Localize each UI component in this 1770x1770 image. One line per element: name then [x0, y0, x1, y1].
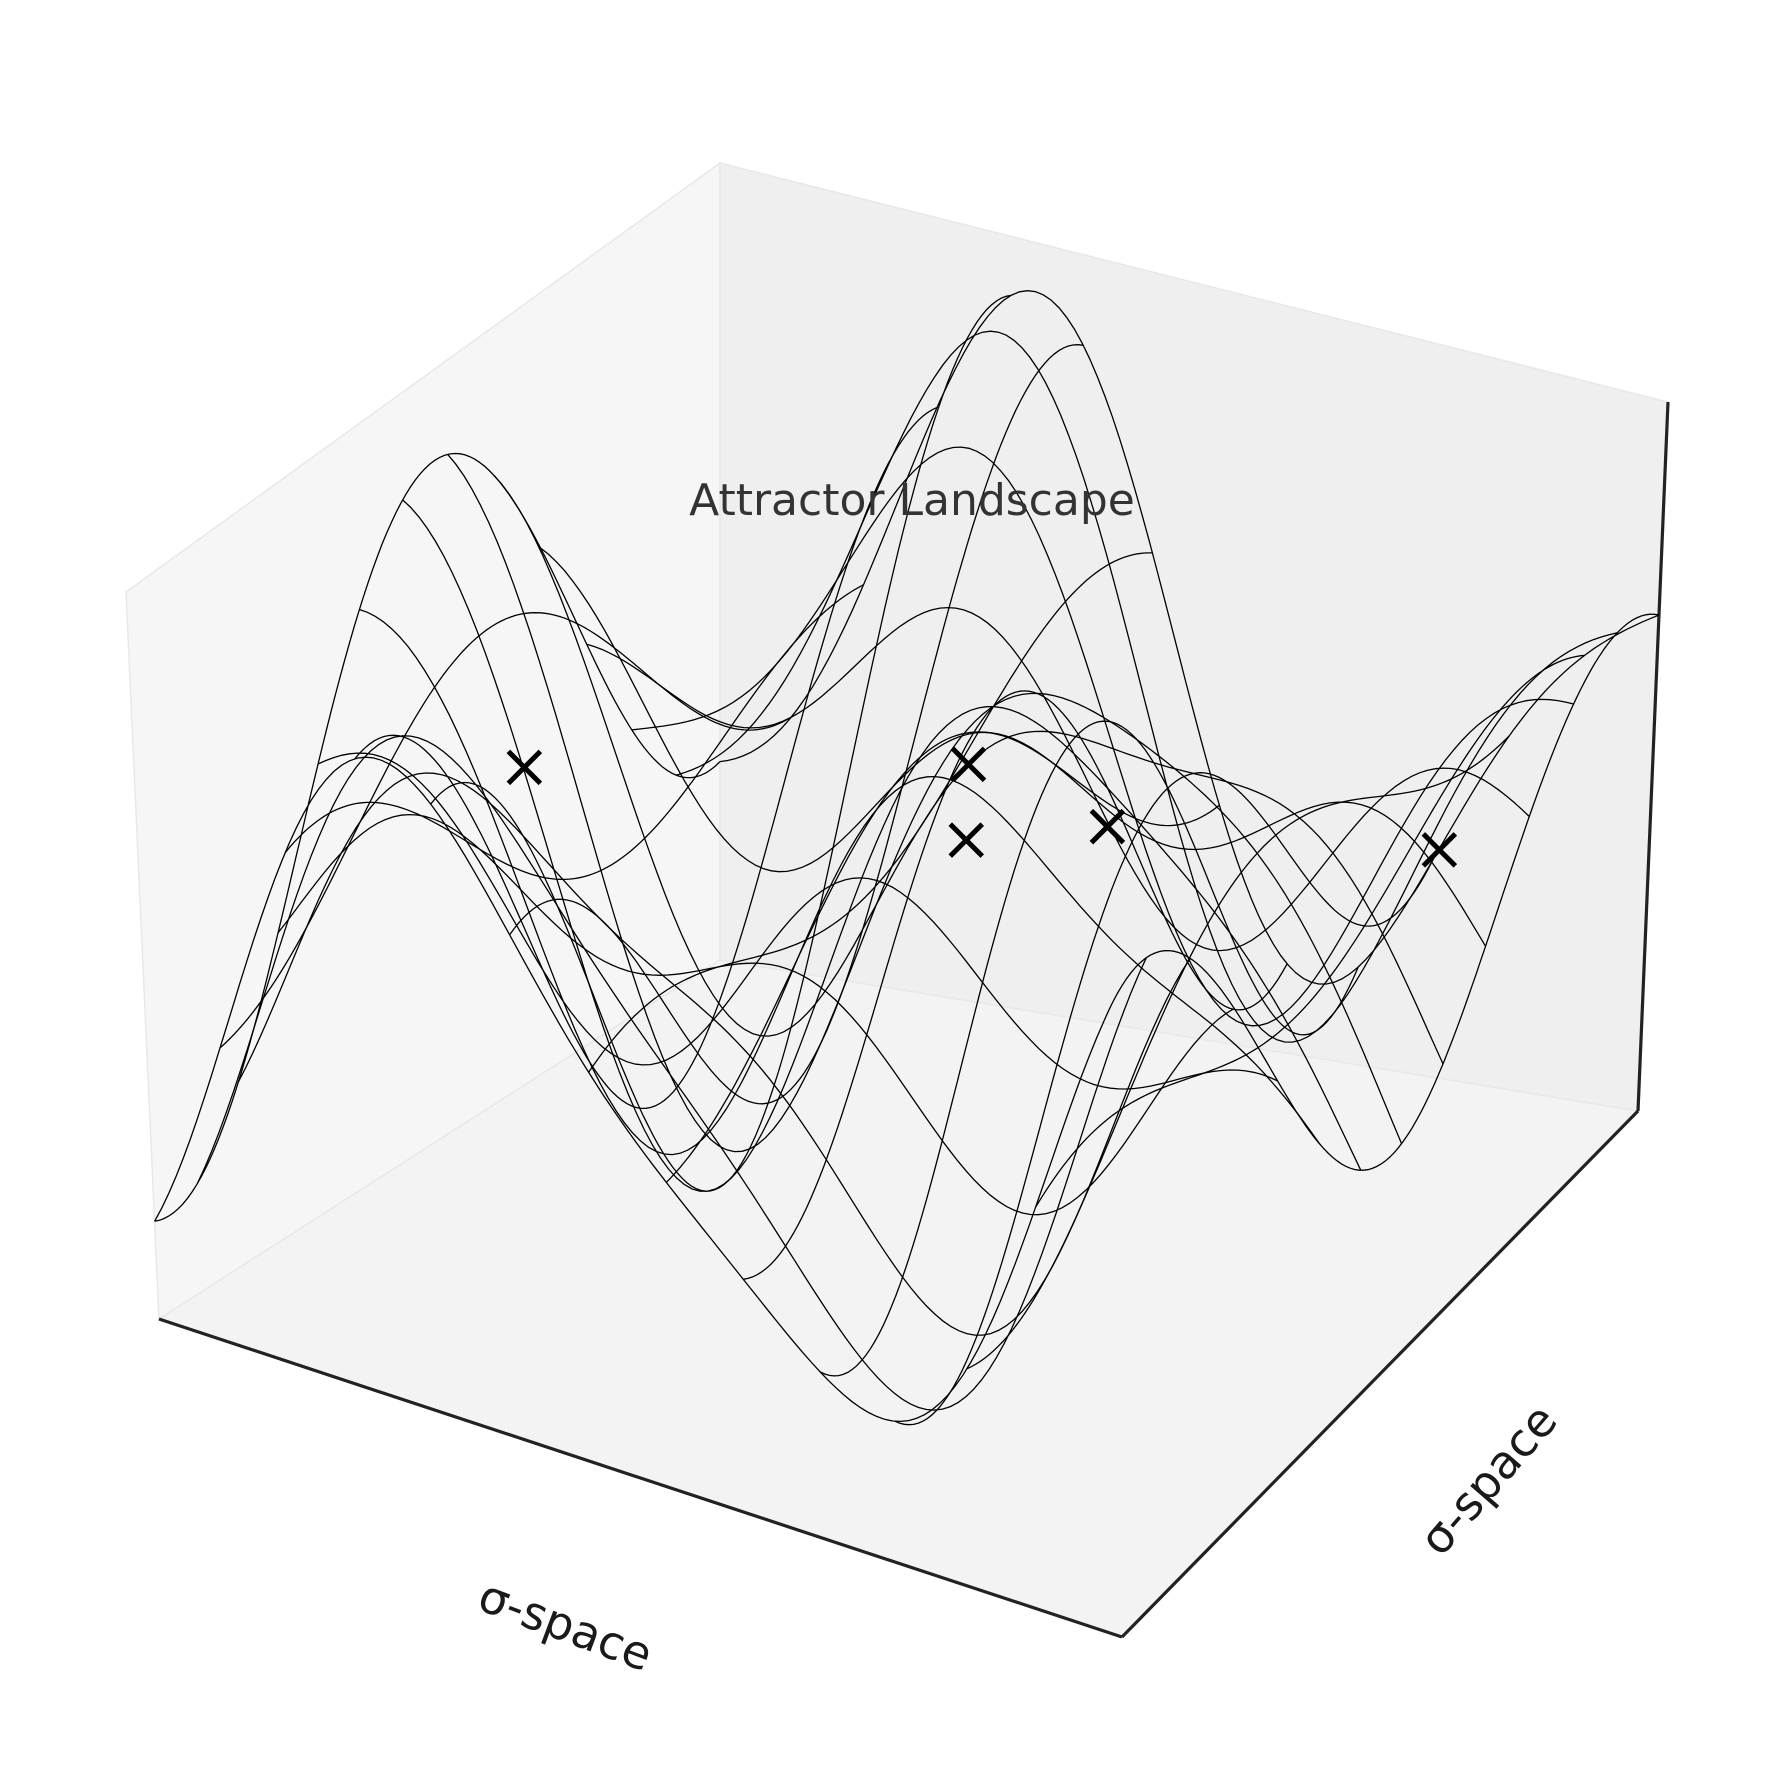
attractor-markers — [506, 746, 1458, 868]
wire-row — [402, 499, 1362, 1192]
wire-col — [588, 552, 1153, 1073]
wire-col — [219, 612, 792, 1049]
wire-col — [665, 731, 1220, 1183]
attractor-marker — [506, 749, 543, 786]
axis-lines — [158, 401, 1670, 1639]
wire-row — [359, 608, 1321, 1156]
z-axis-line — [1636, 401, 1670, 1112]
attractor-marker — [948, 822, 985, 858]
attractor-marker — [950, 746, 987, 783]
y-axis-line — [1120, 1109, 1640, 1639]
wire-row — [676, 330, 1618, 1043]
wire-col — [966, 735, 1510, 1370]
wire-col — [743, 690, 1288, 1280]
wire-col — [509, 344, 1084, 1105]
wire-col — [819, 720, 1359, 1377]
y-axis-label: σ-space — [1408, 1394, 1567, 1566]
attractor-marker — [1089, 808, 1126, 845]
x-axis-line — [158, 1317, 1123, 1639]
wire-row — [154, 756, 1105, 1423]
x-axis-label: σ-space — [472, 1568, 660, 1682]
wire-col — [154, 452, 721, 1222]
wire-col — [354, 406, 938, 1110]
wire-col — [430, 294, 1012, 1192]
wire-col — [894, 772, 1434, 1426]
wire-col — [284, 584, 864, 881]
wire-col — [1035, 654, 1585, 1208]
wire-row — [237, 772, 1191, 1336]
wire-row — [447, 453, 1403, 1153]
attractor-marker — [1421, 832, 1458, 868]
wire-row — [540, 547, 1487, 947]
chart-title: Attractor Landscape — [689, 475, 1135, 526]
wire-row — [277, 813, 1235, 1216]
wire-row — [586, 606, 1530, 952]
wire-row — [719, 290, 1660, 985]
axes-panes — [125, 161, 1669, 1638]
wire-row — [317, 752, 1278, 1090]
wire-col — [1103, 613, 1660, 1171]
surface-wireframe — [154, 290, 1660, 1426]
